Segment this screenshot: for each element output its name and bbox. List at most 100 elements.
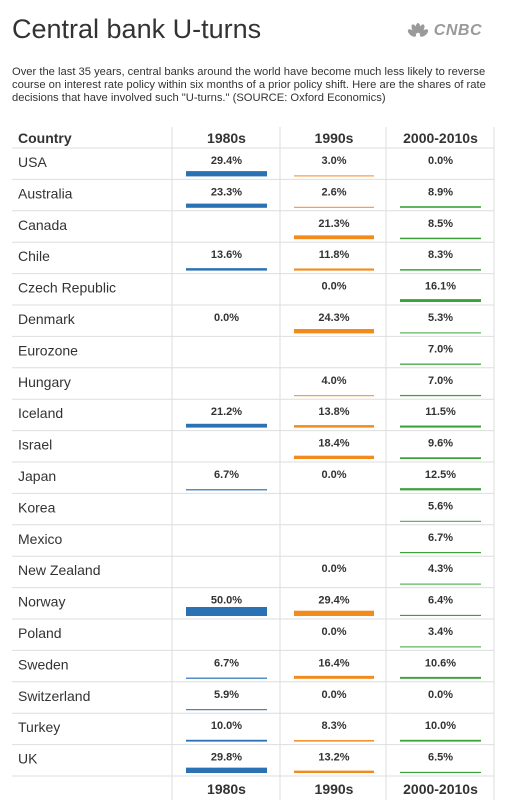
bar-1990s [294, 770, 374, 773]
bar-1990s [294, 610, 374, 616]
bar-1980s [186, 423, 267, 428]
value-label: 29.8% [211, 752, 242, 764]
country-label: Czech Republic [18, 280, 116, 296]
value-label: 7.0% [428, 343, 453, 355]
country-label: Turkey [18, 719, 60, 735]
value-label: 12.5% [425, 469, 456, 481]
bar-1990s [294, 425, 374, 428]
value-label: 4.3% [428, 563, 453, 575]
logo-text: CNBC [433, 22, 482, 39]
country-label: Sweden [18, 656, 69, 672]
header-country: Country [18, 130, 72, 146]
value-label: 23.3% [211, 186, 242, 198]
country-label: Eurozone [18, 342, 78, 358]
bar-2000s [400, 520, 481, 522]
bar-2000s [400, 771, 481, 773]
bar-1980s [186, 709, 267, 711]
footer-1990s: 1990s [315, 781, 354, 797]
bar-2000s [400, 206, 481, 208]
bar-2000s [400, 237, 481, 240]
bar-1980s [186, 268, 267, 271]
value-label: 5.3% [428, 312, 453, 324]
bar-1990s [294, 206, 374, 208]
value-label: 6.7% [214, 469, 239, 481]
chart-title: Central bank U-turns [12, 14, 262, 44]
country-label: Korea [18, 499, 56, 515]
value-label: 13.8% [318, 406, 349, 418]
value-label: 6.5% [428, 752, 453, 764]
header-2000s: 2000-2010s [403, 130, 478, 146]
value-label: 29.4% [318, 595, 349, 607]
value-label: 10.0% [425, 720, 456, 732]
bar-2000s [400, 739, 481, 742]
country-label: Hungary [18, 374, 71, 390]
bar-1990s [294, 395, 374, 397]
value-label: 5.6% [428, 500, 453, 512]
value-label: 18.4% [318, 438, 349, 450]
country-label: Japan [18, 468, 56, 484]
value-label: 3.4% [428, 626, 453, 638]
value-label: 13.2% [318, 752, 349, 764]
value-label: 8.3% [321, 720, 346, 732]
bar-1990s [294, 268, 374, 271]
value-label: 29.4% [211, 155, 242, 167]
peacock-icon [407, 23, 428, 37]
value-label: 0.0% [214, 312, 239, 324]
bar-1990s [294, 675, 374, 679]
country-label: Israel [18, 437, 52, 453]
country-label: Chile [18, 248, 50, 264]
bar-1980s [186, 767, 267, 773]
country-label: UK [18, 751, 38, 767]
value-label: 0.0% [321, 689, 346, 701]
bar-1990s [294, 740, 374, 742]
bar-2000s [400, 332, 481, 334]
value-label: 13.6% [211, 249, 242, 261]
bar-1990s [294, 455, 374, 459]
bar-2000s [400, 269, 481, 271]
header-1980s: 1980s [207, 130, 246, 146]
bar-1980s [186, 171, 267, 177]
value-label: 0.0% [321, 469, 346, 481]
value-label: 21.3% [318, 218, 349, 230]
value-label: 2.6% [321, 186, 346, 198]
country-label: Canada [18, 217, 67, 233]
value-label: 8.9% [428, 186, 453, 198]
footer-1980s: 1980s [207, 781, 246, 797]
value-label: 16.4% [318, 657, 349, 669]
country-label: Iceland [18, 405, 63, 421]
country-label: Norway [18, 594, 65, 610]
value-label: 3.0% [321, 155, 346, 167]
value-label: 8.3% [428, 249, 453, 261]
value-label: 8.5% [428, 218, 453, 230]
header-1990s: 1990s [315, 130, 354, 146]
country-label: USA [18, 154, 47, 170]
value-label: 6.7% [428, 532, 453, 544]
bar-2000s [400, 394, 481, 397]
value-label: 0.0% [321, 626, 346, 638]
bar-1990s [294, 329, 374, 334]
country-label: Mexico [18, 531, 63, 547]
bar-2000s [400, 363, 481, 365]
bar-1990s [294, 175, 374, 177]
value-label: 6.7% [214, 657, 239, 669]
value-label: 7.0% [428, 375, 453, 387]
value-label: 11.8% [319, 249, 350, 261]
bar-2000s [400, 583, 481, 585]
value-label: 10.0% [211, 720, 242, 732]
country-label: Australia [18, 185, 73, 201]
value-label: 24.3% [318, 312, 349, 324]
bar-1980s [186, 489, 267, 491]
value-label: 6.4% [428, 595, 453, 607]
bar-1980s [186, 739, 267, 742]
bar-1980s [186, 677, 267, 679]
country-label: New Zealand [18, 562, 101, 578]
value-label: 9.6% [428, 438, 453, 450]
bar-2000s [400, 646, 481, 648]
bar-2000s [400, 457, 481, 459]
value-label: 0.0% [428, 155, 453, 167]
bar-2000s [400, 551, 481, 554]
bar-1990s [294, 235, 374, 240]
bar-1980s [186, 607, 267, 616]
value-label: 11.5% [425, 406, 456, 418]
